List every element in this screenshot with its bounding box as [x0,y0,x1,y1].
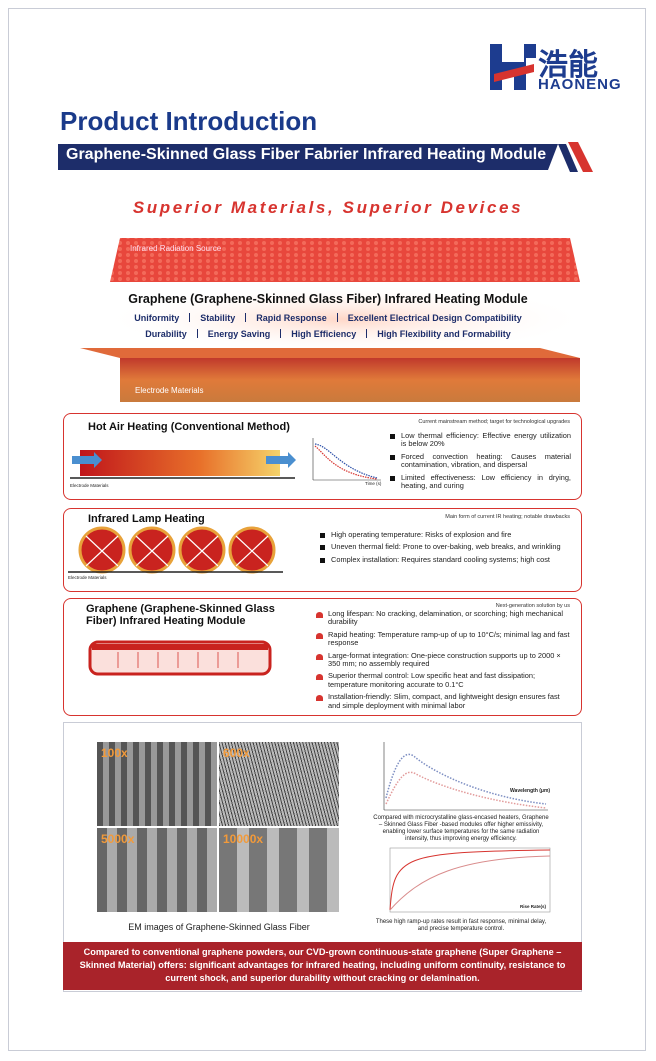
bullet-list: Long lifespan: No cracking, delamination… [316,609,571,714]
subtitle: Graphene-Skinned Glass Fiber Fabrier Inf… [66,146,547,163]
module-diagram [88,640,272,676]
hero-graphic [80,238,590,402]
feature: High Flexibility and Formability [377,329,511,339]
separator [280,329,282,338]
bullet: Forced convection heating: Causes materi… [389,452,571,470]
rise-chart [389,847,551,913]
separator [189,313,191,322]
em-image: 5000x [97,828,217,912]
card-title: Graphene (Graphene-Skinned Glass Fiber) … [86,603,275,627]
diagram-label: Electrode Materials [68,575,107,580]
frame [8,8,646,1051]
bullet: Superior thermal control: Low specific h… [316,672,571,689]
em-grid: 100x 600x 5000x 10000x [97,742,341,914]
brand-en: HAONENG [538,76,622,93]
chart-caption: These high ramp-up rates result in fast … [375,919,547,932]
footer: Compared to conventional graphene powder… [63,942,582,990]
bullet: High operating temperature: Risks of exp… [319,530,579,539]
brand-cn: 浩能 [538,49,598,82]
em-section [63,722,582,992]
card-title: Hot Air Heating (Conventional Method) [88,421,290,433]
magnification: 600x [223,746,250,760]
feature: Uniformity [134,313,180,323]
separator [336,313,338,322]
bullet: Low thermal efficiency: Effective energy… [389,431,571,449]
feature: High Efficiency [291,329,357,339]
feature: Rapid Response [256,313,327,323]
diagram-label: Electrode Materials [70,483,109,488]
emissivity-chart [383,742,548,811]
em-image: 100x [97,742,217,826]
bullet: Large-format integration: One-piece cons… [316,651,571,669]
bullet: Complex installation: Requires standard … [319,555,579,564]
small-chart [312,438,381,481]
axis-label: Rise Rate(s) [520,904,547,909]
magnification: 5000x [101,832,135,846]
title: Product Introduction [60,106,318,136]
feature: Excellent Electrical Design Compatibilit… [347,313,522,323]
em-caption: EM images of Graphene-Skinned Glass Fibe… [128,922,310,932]
tagline: Superior Materials, Superior Devices [132,198,524,217]
logo-mark [490,44,536,90]
axis-label: Time (s) [365,481,382,486]
module-title: Graphene (Graphene-Skinned Glass Fiber) … [128,292,528,306]
features-row: Uniformity Stability Rapid Response Excelle… [0,313,656,323]
bullet-list: Low thermal efficiency: Effective energy… [389,431,571,494]
feature: Energy Saving [207,329,271,339]
chart-caption: Compared with microcrystalline glass-enc… [373,815,549,842]
separator [366,329,368,338]
card-note: Current mainstream method; target for te… [418,419,570,425]
layer-top: Infrared Radiation Source [130,244,222,253]
magnification: 100x [101,746,128,760]
separator [245,313,247,322]
feature: Durability [145,329,187,339]
axis-label: Wavelength (μm) [510,788,551,794]
layer-bottom: Electrode Materials [135,386,204,395]
bullet: Uneven thermal field: Prone to over-baki… [319,542,579,551]
bullet: Long lifespan: No cracking, delamination… [316,609,571,627]
separator [196,329,198,338]
features-row: Durability Energy Saving High Efficiency Hi… [0,329,656,339]
bullet-list: High operating temperature: Risks of exp… [319,530,579,568]
bullet: Rapid heating: Temperature ramp-up of up… [316,630,571,648]
hot-air-diagram [70,450,296,479]
lamp-diagram [68,526,283,574]
card-title: Infrared Lamp Heating [88,513,205,525]
card-note: Main form of current IR heating; notable… [445,514,570,520]
feature: Stability [200,313,236,323]
bullet: Limited effectiveness: Low efficiency in… [389,473,571,491]
bullet: Installation-friendly: Slim, compact, an… [316,693,571,710]
em-image: 600x [219,742,339,826]
card-note: Next-generation solution by us [495,603,570,609]
subtitle-bar [58,142,593,172]
magnification: 10000x [223,832,264,846]
em-image: 10000x [219,828,339,912]
